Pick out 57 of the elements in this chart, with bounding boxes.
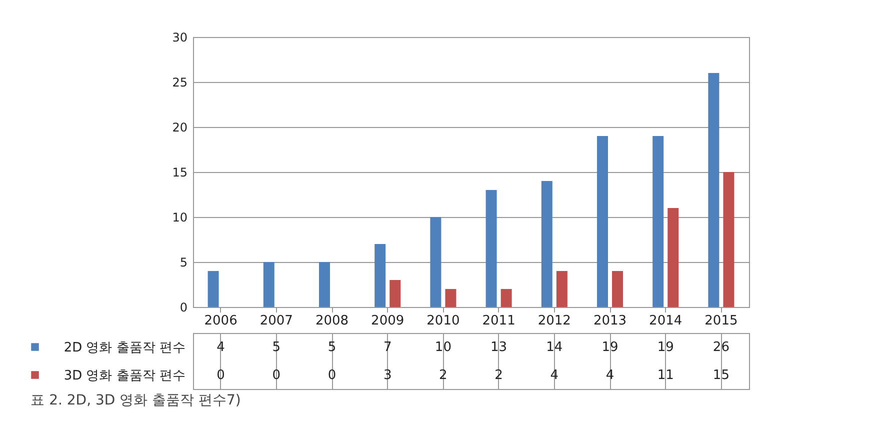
bar [263, 262, 274, 307]
data-label: 19 [657, 340, 674, 355]
text: 표 2. 2D, 3D 영화 출품작 편수7) [30, 392, 241, 408]
data-label: 3 [383, 368, 392, 383]
x-tick-label: 2007 [260, 314, 293, 328]
data-label: 4 [216, 340, 225, 355]
data-label: 7 [383, 340, 392, 355]
bar [556, 271, 568, 307]
y-tick-label: 15 [172, 166, 188, 180]
x-tick-label: 2011 [482, 314, 516, 328]
data-label: 14 [546, 340, 563, 355]
data-label: 5 [272, 340, 281, 355]
x-tick-label: 2006 [204, 314, 238, 328]
data-label: 4 [550, 368, 559, 383]
bar [390, 280, 401, 307]
data-label: 19 [602, 340, 618, 355]
bar [596, 136, 608, 307]
data-label: 2 [439, 368, 448, 383]
data-label: 5 [328, 340, 336, 355]
bar [723, 172, 734, 307]
bar [208, 271, 219, 307]
data-label: 13 [490, 340, 508, 355]
x-tick-label: 2008 [315, 314, 349, 328]
data-label: 0 [272, 368, 281, 383]
bar [500, 289, 512, 307]
x-tick-label: 2012 [538, 314, 571, 328]
x-tick-label: 2010 [426, 314, 460, 328]
legend-label: 3D 영화 출품작 편수 [64, 368, 186, 384]
data-label: 26 [712, 340, 730, 355]
y-tick-label: 0 [180, 300, 188, 314]
data-label: 0 [216, 368, 225, 383]
bar [612, 271, 624, 307]
y-tick-label: 30 [172, 30, 188, 44]
bar [318, 262, 330, 307]
y-tick-label: 10 [172, 210, 188, 224]
y-tick-label: 20 [172, 120, 188, 134]
bar [486, 190, 497, 307]
bar [430, 217, 442, 307]
bar [668, 208, 679, 307]
bar [652, 136, 664, 307]
x-tick-label: 2014 [649, 314, 682, 328]
x-tick-label: 2009 [371, 314, 404, 328]
legend-label: 2D 영화 출품작 편수 [64, 340, 186, 356]
bar [374, 244, 386, 307]
data-label: 11 [657, 368, 674, 383]
bar [708, 73, 720, 307]
bar [445, 289, 456, 307]
x-tick-label: 2015 [704, 314, 738, 328]
x-tick-label: 2013 [593, 314, 627, 328]
data-label: 4 [606, 368, 614, 383]
y-tick-label: 5 [180, 256, 188, 270]
y-tick-label: 25 [172, 76, 188, 90]
data-label: 15 [712, 368, 730, 383]
bar [541, 181, 552, 307]
data-label: 0 [328, 368, 336, 383]
data-label: 2 [494, 368, 503, 383]
data-label: 10 [434, 340, 452, 355]
